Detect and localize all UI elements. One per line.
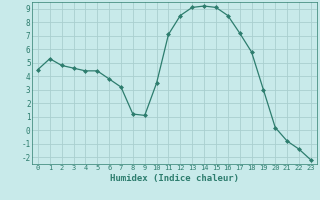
X-axis label: Humidex (Indice chaleur): Humidex (Indice chaleur) <box>110 174 239 183</box>
